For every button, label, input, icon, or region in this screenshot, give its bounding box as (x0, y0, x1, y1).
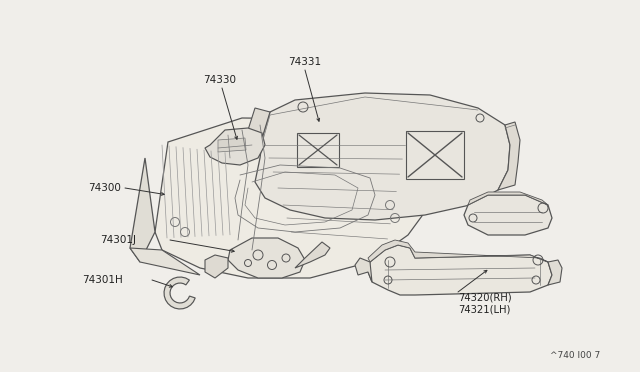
Polygon shape (164, 277, 195, 309)
Polygon shape (255, 93, 510, 220)
Text: 74330: 74330 (204, 75, 237, 85)
Polygon shape (368, 245, 552, 295)
Text: 74301J: 74301J (100, 235, 136, 245)
Text: ^740 l00 7: ^740 l00 7 (550, 351, 600, 360)
Polygon shape (130, 248, 200, 275)
Text: 74300: 74300 (88, 183, 121, 193)
Polygon shape (205, 255, 228, 278)
Polygon shape (468, 192, 548, 205)
Text: 74321(LH): 74321(LH) (458, 305, 510, 315)
Polygon shape (368, 240, 548, 262)
Polygon shape (548, 260, 562, 285)
Text: 74301H: 74301H (82, 275, 123, 285)
Polygon shape (218, 138, 246, 152)
Polygon shape (155, 118, 438, 278)
Polygon shape (297, 133, 339, 167)
Polygon shape (130, 158, 155, 262)
Text: 74320(RH): 74320(RH) (458, 293, 511, 303)
Polygon shape (228, 238, 305, 278)
Polygon shape (498, 122, 520, 190)
Text: 74331: 74331 (289, 57, 321, 67)
Polygon shape (355, 258, 372, 282)
Polygon shape (406, 131, 464, 179)
Polygon shape (295, 242, 330, 268)
Polygon shape (248, 108, 270, 135)
Polygon shape (464, 195, 552, 235)
Polygon shape (205, 128, 265, 165)
